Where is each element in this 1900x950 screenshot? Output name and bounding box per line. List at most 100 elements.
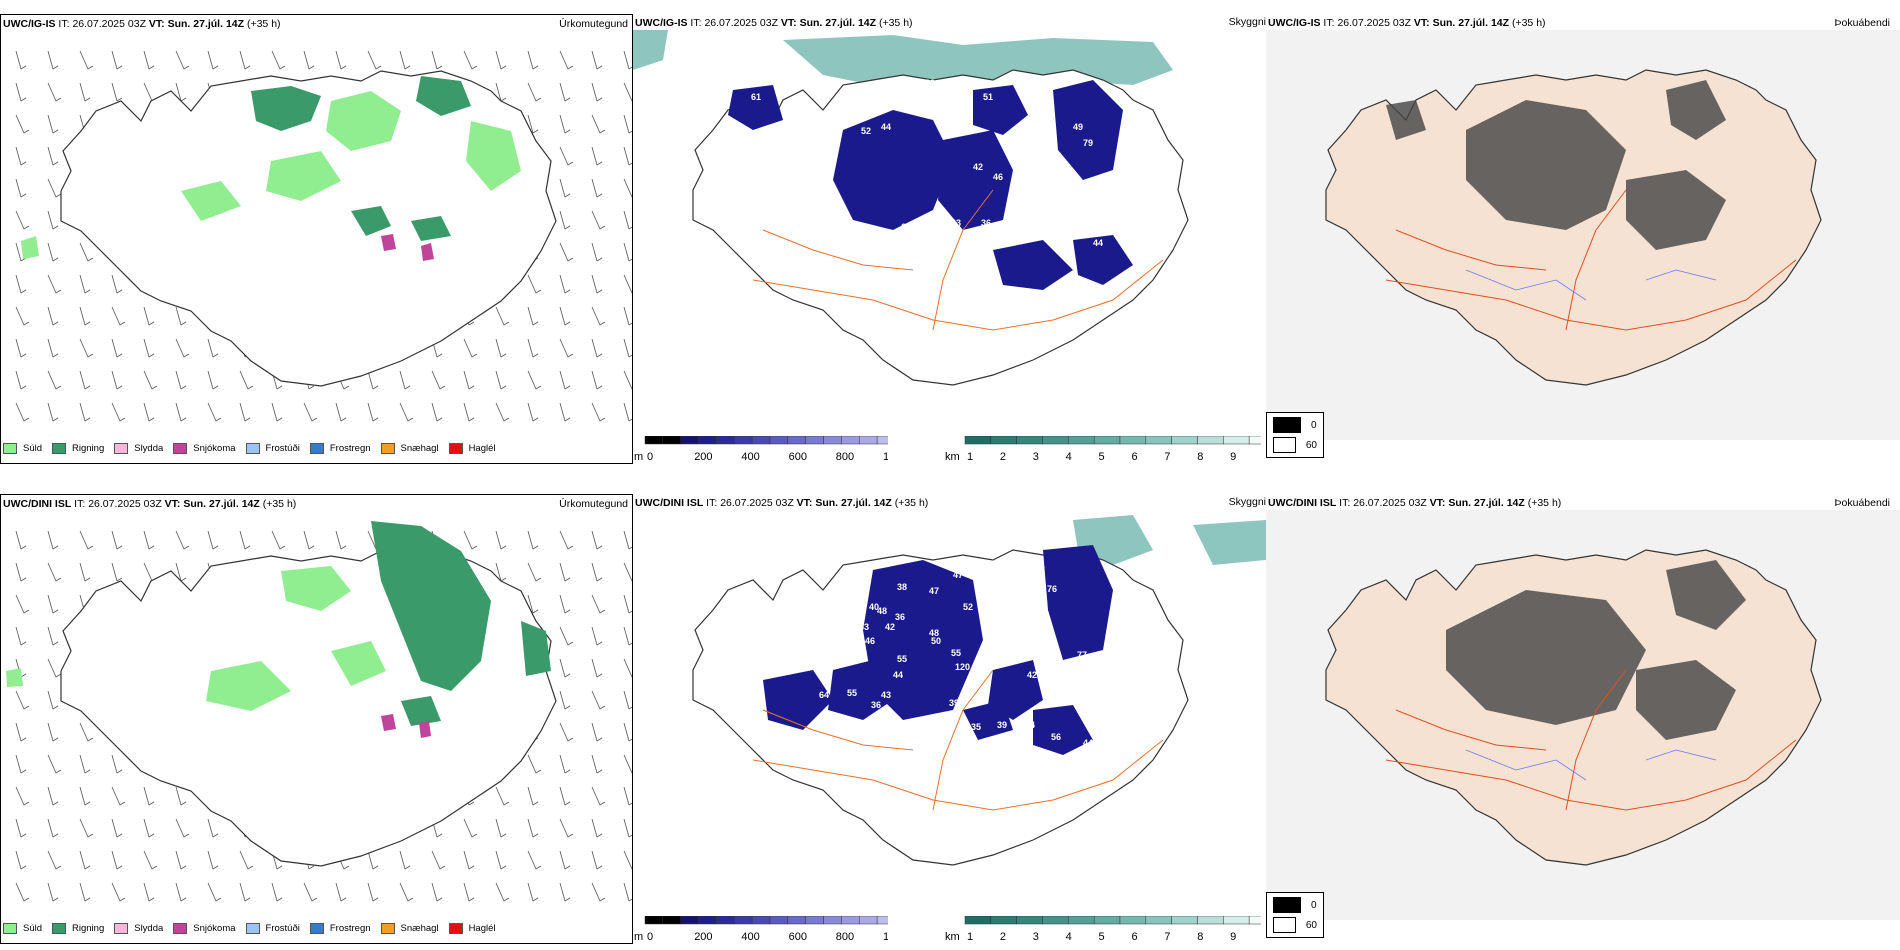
- wind-barb: [463, 882, 475, 902]
- colorbar-tick-label: 8: [1197, 451, 1203, 463]
- wind-barb: [47, 626, 59, 646]
- wind-barb: [623, 530, 632, 550]
- wind-barb: [623, 338, 632, 358]
- fog-shading: [1386, 80, 1726, 250]
- wind-barb: [623, 306, 632, 326]
- dew-legend-swatch: [1273, 897, 1301, 913]
- dew-legend-row: 60: [1273, 437, 1317, 453]
- legend-swatch: [309, 443, 324, 454]
- colorbar-segment: [1171, 436, 1198, 445]
- wind-barb: [47, 338, 59, 358]
- wind-barb: [175, 882, 187, 902]
- colorbar-segment: [644, 916, 664, 925]
- cloud-base-label: 64: [819, 690, 829, 700]
- wind-barb: [271, 530, 286, 550]
- wind-barb: [207, 370, 219, 390]
- roads: [752, 189, 1164, 331]
- wind-barb: [591, 722, 603, 742]
- wind-barb: [15, 690, 30, 710]
- dew-legend-swatch: [1273, 417, 1301, 433]
- cloud-base-label: 49: [1073, 122, 1083, 132]
- dew-legend-row: 0: [1273, 897, 1317, 913]
- wind-barb: [591, 178, 603, 198]
- legend-label: Slydda: [134, 923, 164, 934]
- legend-swatch: [114, 443, 129, 454]
- wind-barb: [591, 562, 603, 582]
- precip-type-map: [15, 50, 632, 422]
- wind-barb: [111, 274, 123, 294]
- iceland-outline: [60, 70, 557, 387]
- wind-barb: [47, 178, 62, 198]
- wind-barb: [367, 370, 379, 390]
- cloud-bar-unit: m: [634, 931, 643, 943]
- wind-barb: [495, 402, 510, 422]
- cloud-base-label: 42: [885, 622, 895, 632]
- cloud-base-colorbar: m 0 200 400 600 800 1000: [634, 916, 888, 943]
- cloud-base-label: 39: [997, 720, 1007, 730]
- colorbar-tick-label: 2: [1000, 451, 1006, 463]
- dewpoint-panel-1: UWC/IG-IS IT: 26.07.2025 03Z VT: Sun. 27…: [1266, 14, 1900, 464]
- colorbar-segment: [876, 916, 888, 925]
- wind-barb: [15, 146, 27, 166]
- wind-barb: [175, 306, 187, 326]
- colorbar-segment: [1248, 436, 1261, 445]
- wind-barb: [463, 370, 475, 390]
- wind-barb: [559, 178, 571, 198]
- cloud-base-label: 42: [973, 162, 983, 172]
- wind-barb: [15, 402, 30, 422]
- wind-barb: [15, 114, 30, 134]
- colorbar-segment: [769, 436, 789, 445]
- roads: [752, 669, 1164, 811]
- colorbar-segment: [787, 436, 806, 445]
- legend-label: Rigning: [72, 443, 105, 454]
- wind-barb: [463, 850, 475, 870]
- wind-barb: [623, 370, 632, 390]
- wind-barb: [559, 530, 574, 550]
- cloud-base-label: 35: [971, 722, 981, 732]
- colorbar-tick-label: 6: [1131, 451, 1137, 463]
- colorbar-tick-label: 2: [1000, 931, 1006, 943]
- wind-barb: [111, 850, 123, 870]
- legend-swatch: [114, 923, 129, 934]
- wind-barb: [399, 370, 411, 390]
- wind-barb: [47, 658, 62, 678]
- cloud-base-label: 36: [1033, 232, 1043, 242]
- dew-legend-label: 60: [1305, 919, 1317, 931]
- wind-barb: [527, 594, 539, 614]
- cloud-base-label: 36: [1021, 82, 1031, 92]
- colorbar-segment: [1093, 436, 1121, 445]
- wind-barb: [527, 818, 539, 838]
- wind-barb: [143, 50, 155, 70]
- cloud-base-label: 52: [861, 126, 871, 136]
- wind-barb: [111, 882, 126, 902]
- colorbar-tick-label: 1000: [883, 451, 888, 463]
- colorbar-tick-label: 1: [967, 931, 973, 943]
- rain-areas: [251, 76, 471, 241]
- legend-item: Frostregn: [309, 923, 371, 934]
- wind-barb: [207, 338, 219, 358]
- wind-barb: [591, 338, 603, 358]
- wind-barb: [143, 338, 155, 358]
- wind-barb: [559, 690, 571, 710]
- rain-areas: [371, 521, 551, 726]
- wind-barb: [399, 850, 411, 870]
- legend-label: Súld: [23, 923, 43, 934]
- dewpoint-panel-2: UWC/DINI ISL IT: 26.07.2025 03Z VT: Sun.…: [1266, 494, 1900, 944]
- colorbar-segment: [769, 916, 789, 925]
- legend-swatch: [380, 923, 395, 934]
- wind-barb: [559, 658, 571, 678]
- wind-barb: [591, 786, 606, 806]
- dewpoint-legend: 0 60: [1266, 892, 1324, 938]
- colorbar-segment: [662, 916, 681, 925]
- wind-barb: [495, 370, 507, 390]
- cloud-base-label: 120: [955, 662, 970, 672]
- cloud-base-label: 48: [877, 606, 887, 616]
- cloud-base: [728, 80, 1133, 290]
- wind-barb: [623, 50, 632, 70]
- panel-header: UWC/DINI ISL IT: 26.07.2025 03Z VT: Sun.…: [1268, 497, 1562, 509]
- visibility-panel-2: UWC/DINI ISL IT: 26.07.2025 03Z VT: Sun.…: [633, 494, 1266, 944]
- wind-barb: [559, 786, 571, 806]
- wind-barb: [591, 882, 606, 902]
- colorbar-tick-label: 8: [1197, 931, 1203, 943]
